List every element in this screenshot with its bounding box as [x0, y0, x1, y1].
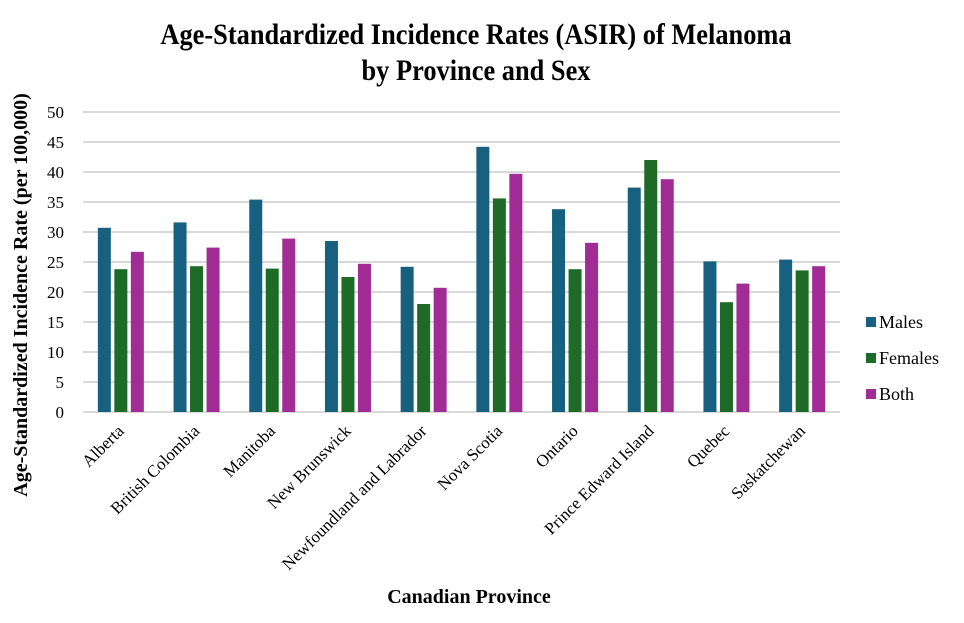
bar-group: [703, 261, 750, 412]
bar-males: [400, 266, 414, 412]
bar-both: [736, 283, 750, 412]
bar-both: [282, 238, 296, 412]
chart-title: Age-Standardized Incidence Rates (ASIR) …: [160, 19, 791, 52]
legend-item: Both: [866, 384, 914, 404]
y-tick-label: 35: [47, 193, 64, 212]
bar-group: [249, 199, 296, 412]
bar-group: [400, 266, 447, 412]
x-tick-label: Ontario: [532, 421, 582, 471]
y-axis-ticks: 0 5 10 15 20 25 30 35 40 45 50: [47, 103, 64, 422]
bar-both: [660, 179, 674, 412]
legend-item: Females: [866, 348, 939, 368]
legend-item: Males: [866, 312, 923, 332]
legend-swatch: [866, 317, 876, 327]
legend-swatch: [866, 353, 876, 363]
y-tick-label: 0: [56, 403, 65, 422]
bar-group: [476, 146, 523, 413]
y-tick-label: 5: [56, 373, 65, 392]
bar-males: [552, 209, 566, 412]
bar-females: [492, 198, 506, 412]
bar-males: [476, 146, 490, 413]
x-tick-label: Quebec: [683, 421, 733, 471]
y-tick-label: 50: [47, 103, 64, 122]
bar-both: [433, 287, 447, 412]
bar-males: [324, 241, 338, 412]
legend-label: Females: [879, 348, 939, 368]
bar-females: [719, 302, 733, 412]
y-tick-label: 20: [47, 283, 64, 302]
x-tick-label: Nova Scotia: [434, 421, 507, 494]
bar-females: [114, 269, 128, 412]
y-tick-label: 45: [47, 133, 64, 152]
bar-females: [417, 304, 431, 412]
bar-both: [357, 263, 371, 412]
bar-both: [206, 247, 220, 412]
bar-females: [568, 269, 582, 412]
x-tick-label: Manitoba: [220, 421, 280, 481]
x-tick-label: Newfoundland and Labrador: [278, 421, 431, 574]
bar-males: [97, 227, 111, 412]
bars: [97, 146, 826, 413]
bar-females: [190, 266, 204, 412]
bar-females: [795, 270, 809, 412]
y-tick-label: 15: [47, 313, 64, 332]
bar-group: [97, 227, 144, 412]
legend-label: Males: [879, 312, 923, 332]
x-axis-title: Canadian Province: [387, 586, 551, 608]
bar-group: [779, 259, 826, 412]
bar-group: [324, 241, 371, 412]
bar-both: [509, 173, 523, 412]
bar-group: [627, 160, 674, 412]
bar-males: [173, 222, 187, 412]
y-tick-label: 40: [47, 163, 64, 182]
bar-group: [173, 222, 220, 412]
x-tick-label: Saskatchewan: [727, 421, 809, 503]
bar-males: [779, 259, 793, 412]
y-tick-label: 30: [47, 223, 64, 242]
legend: Males Females Both: [866, 312, 939, 404]
legend-label: Both: [879, 384, 914, 404]
y-tick-label: 10: [47, 343, 64, 362]
bar-males: [627, 187, 641, 412]
bar-females: [265, 268, 279, 412]
legend-swatch: [866, 389, 876, 399]
y-axis-title: Age-Standardized Incidence Rate (per 100…: [10, 93, 32, 496]
bar-both: [130, 251, 144, 412]
bar-females: [644, 160, 658, 412]
bar-males: [249, 199, 263, 412]
bar-females: [341, 277, 355, 412]
bar-males: [703, 261, 717, 412]
bar-both: [585, 242, 599, 412]
bar-both: [812, 266, 826, 412]
x-tick-label: Alberta: [78, 421, 128, 471]
bar-group: [552, 209, 599, 412]
chart-subtitle: by Province and Sex: [361, 55, 590, 88]
y-tick-label: 25: [47, 253, 64, 272]
